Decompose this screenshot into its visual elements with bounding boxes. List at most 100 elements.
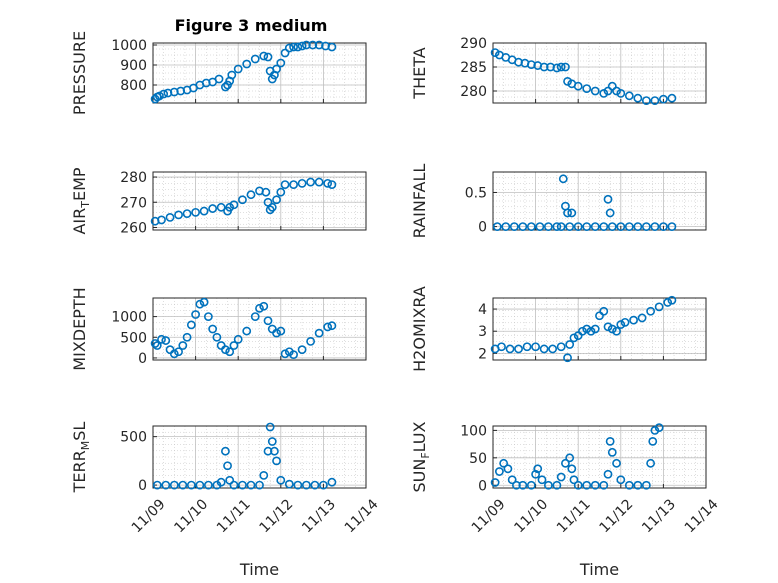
- y-tick-label: 280: [120, 170, 147, 186]
- data-point: [246, 480, 256, 490]
- data-point: [497, 342, 506, 352]
- data-point: [186, 320, 196, 330]
- data-point: [603, 86, 613, 96]
- data-point: [306, 177, 316, 187]
- data-point: [563, 77, 572, 86]
- data-point: [259, 301, 269, 311]
- data-point: [208, 324, 218, 334]
- data-point: [203, 312, 213, 321]
- data-point: [522, 342, 532, 352]
- data-point: [616, 475, 626, 485]
- data-point: [208, 204, 218, 213]
- data-point: [599, 222, 609, 231]
- data-point: [582, 480, 592, 490]
- data-point: [289, 350, 298, 360]
- data-point: [150, 339, 160, 348]
- data-point: [526, 480, 536, 490]
- data-point: [152, 480, 162, 490]
- data-point: [306, 336, 316, 346]
- data-point: [165, 212, 175, 222]
- data-point: [263, 197, 273, 207]
- data-point: [543, 480, 553, 490]
- axes-box: [152, 42, 367, 104]
- data-point: [250, 54, 260, 64]
- y-tick-label: 1000: [111, 38, 147, 54]
- data-point: [605, 436, 615, 446]
- data-point: [186, 480, 196, 490]
- data-point: [620, 317, 630, 327]
- data-point: [157, 334, 166, 344]
- data-point: [270, 446, 279, 456]
- data-point: [582, 222, 592, 231]
- data-point: [327, 477, 337, 487]
- data-point: [654, 423, 664, 433]
- data-point: [229, 200, 239, 210]
- data-point: [267, 202, 277, 212]
- data-point: [648, 436, 658, 446]
- data-point: [297, 345, 307, 355]
- data-point: [199, 297, 209, 307]
- subplot-air_temp: 260 270 280 AIRTEMP: [70, 167, 367, 236]
- data-point: [599, 89, 609, 98]
- data-point: [265, 422, 275, 432]
- data-point: [641, 222, 651, 231]
- data-point: [603, 469, 613, 479]
- data-point: [255, 480, 264, 490]
- data-point: [505, 344, 515, 354]
- data-point: [263, 316, 273, 326]
- data-point: [212, 332, 222, 342]
- data-point: [535, 222, 545, 231]
- data-point: [263, 446, 273, 456]
- data-point: [563, 208, 572, 218]
- data-point: [561, 62, 570, 72]
- data-point: [297, 41, 307, 51]
- data-point: [195, 299, 205, 309]
- data-point: [310, 480, 320, 490]
- data-point: [641, 480, 651, 490]
- subplot-pressure: 800 900 1000 PRESSURE: [70, 31, 367, 115]
- data-point: [492, 222, 502, 231]
- data-point: [242, 326, 252, 336]
- data-point: [573, 81, 583, 91]
- data-point: [214, 74, 224, 84]
- data-point: [314, 177, 324, 187]
- y-axis-label: THETA: [410, 47, 429, 99]
- data-point: [582, 84, 592, 93]
- data-point: [567, 464, 577, 474]
- data-point: [565, 222, 575, 231]
- data-point: [612, 458, 621, 468]
- data-point: [633, 222, 643, 231]
- data-point: [154, 91, 164, 101]
- y-axis-label: SUNFLUX: [410, 421, 432, 492]
- y-tick-label: 0: [478, 478, 487, 494]
- y-tick-label: 50: [469, 451, 487, 467]
- data-point: [272, 328, 281, 338]
- subplot-mixdepth: 0 500 1000 MIXDEPTH: [70, 287, 367, 371]
- data-point: [159, 89, 169, 99]
- data-point: [663, 298, 673, 307]
- data-point: [503, 464, 513, 474]
- data-point: [567, 208, 577, 218]
- data-point: [552, 222, 562, 231]
- data-point: [276, 475, 286, 485]
- data-point: [637, 313, 647, 323]
- data-point: [556, 62, 566, 72]
- data-point: [494, 467, 504, 476]
- data-point: [327, 321, 337, 331]
- data-point: [507, 475, 517, 485]
- y-tick-label: 1000: [111, 310, 147, 326]
- subplot-theta: 280 285 290 THETA: [410, 36, 707, 105]
- subplot-h2omixra: 2 3 4 H2OMIXRA: [410, 286, 707, 372]
- data-point: [556, 222, 566, 231]
- data-point: [667, 295, 677, 305]
- x-axis-label: Time: [239, 560, 279, 579]
- data-point: [169, 349, 179, 359]
- data-point: [518, 222, 528, 231]
- data-point: [582, 324, 592, 334]
- data-point: [590, 86, 600, 96]
- data-point: [242, 59, 252, 69]
- data-point: [659, 222, 668, 231]
- data-point: [612, 86, 621, 96]
- data-point: [265, 205, 275, 215]
